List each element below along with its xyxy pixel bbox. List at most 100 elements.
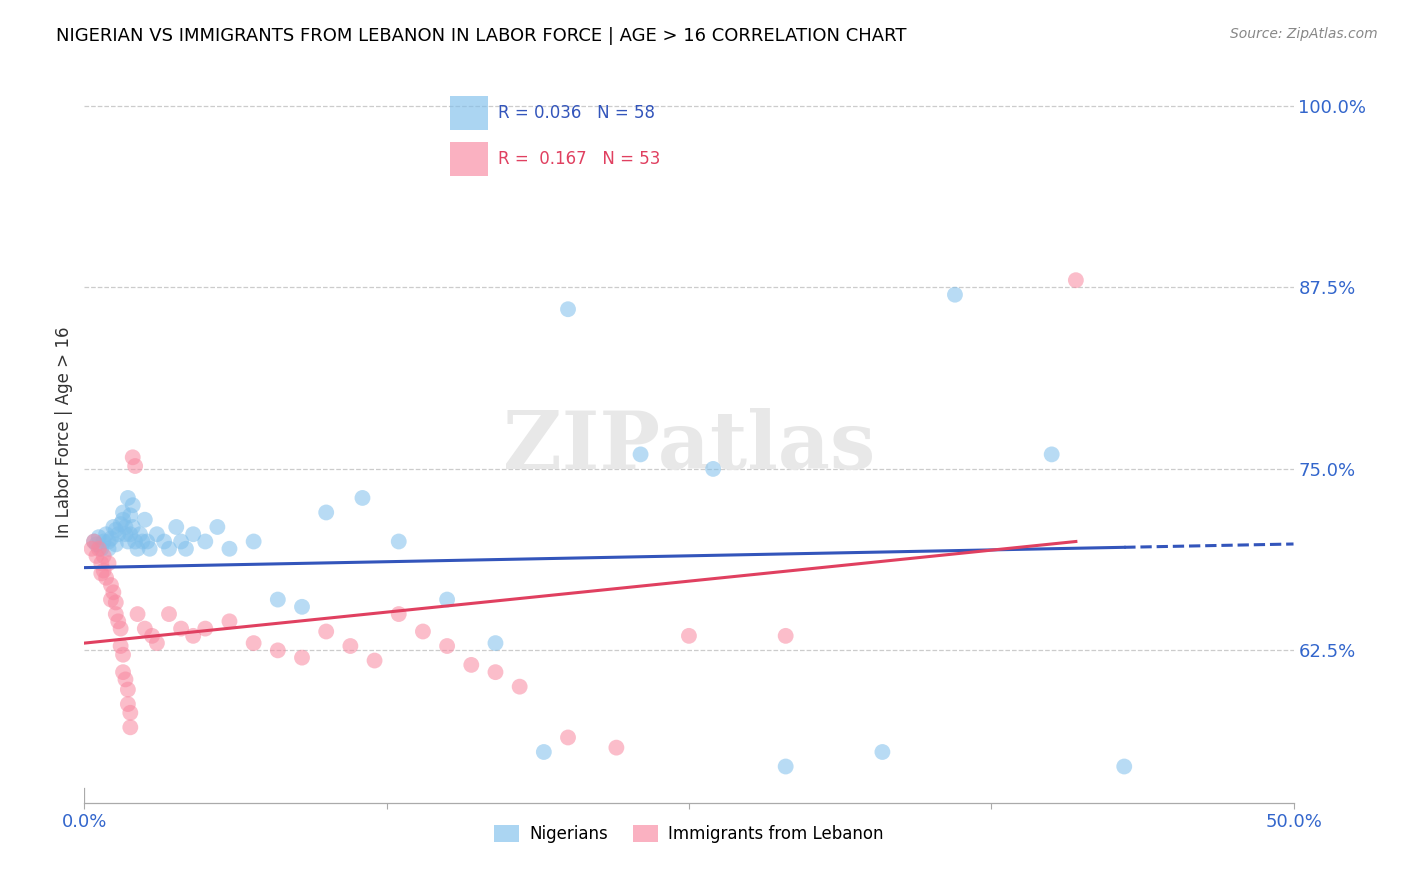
Point [120, 527, 142, 541]
Point [339, 639, 361, 653]
Point [678, 629, 700, 643]
Point [134, 622, 156, 636]
Point [170, 534, 193, 549]
Point [124, 534, 146, 549]
Point [484, 636, 506, 650]
Point [267, 592, 290, 607]
Point [121, 520, 143, 534]
Point [775, 629, 797, 643]
Point [146, 527, 169, 541]
Point [134, 513, 156, 527]
Point [86, 549, 108, 563]
Point [153, 534, 176, 549]
Point [107, 527, 129, 541]
Point [112, 648, 135, 662]
Point [107, 615, 129, 629]
Point [291, 599, 314, 614]
Point [114, 527, 136, 541]
Point [97, 556, 120, 570]
Point [315, 506, 337, 520]
Point [90, 556, 112, 570]
Point [94, 527, 117, 541]
Point [103, 520, 125, 534]
Point [218, 615, 240, 629]
Point [117, 697, 139, 711]
Point [93, 564, 115, 578]
Point [93, 534, 115, 549]
Point [104, 537, 127, 551]
Point [104, 607, 127, 621]
Point [509, 680, 531, 694]
Point [352, 491, 374, 505]
Point [460, 657, 482, 672]
Point [605, 740, 627, 755]
Point [110, 517, 132, 532]
Point [1114, 759, 1136, 773]
Point [557, 731, 579, 745]
Point [436, 639, 458, 653]
Point [131, 534, 153, 549]
Point [83, 534, 105, 549]
Point [181, 527, 204, 541]
Point [242, 636, 264, 650]
Point [110, 639, 132, 653]
Point [86, 537, 108, 551]
Point [267, 643, 290, 657]
Point [117, 491, 139, 505]
Point [315, 624, 337, 639]
Point [484, 665, 506, 680]
Point [207, 520, 229, 534]
Point [129, 527, 152, 541]
Point [83, 534, 105, 549]
Point [120, 508, 142, 523]
Y-axis label: In Labor Force | Age > 16: In Labor Force | Age > 16 [55, 326, 73, 539]
Point [100, 532, 122, 546]
Point [165, 520, 187, 534]
Point [100, 578, 122, 592]
Text: Source: ZipAtlas.com: Source: ZipAtlas.com [1230, 27, 1378, 41]
Point [87, 530, 110, 544]
Point [557, 302, 579, 317]
Point [943, 287, 966, 301]
Point [146, 636, 169, 650]
Point [110, 622, 132, 636]
Point [141, 629, 163, 643]
Point [112, 513, 135, 527]
Point [80, 541, 103, 556]
Point [100, 592, 122, 607]
Point [114, 673, 136, 687]
Point [103, 585, 125, 599]
Point [114, 520, 136, 534]
Point [702, 462, 724, 476]
Point [117, 682, 139, 697]
Point [127, 541, 149, 556]
Point [1040, 447, 1063, 461]
Point [97, 541, 120, 556]
Point [120, 720, 142, 734]
Legend: Nigerians, Immigrants from Lebanon: Nigerians, Immigrants from Lebanon [488, 819, 890, 850]
Text: ZIPatlas: ZIPatlas [503, 409, 875, 486]
Point [1064, 273, 1087, 287]
Point [138, 541, 160, 556]
Point [174, 541, 197, 556]
Point [242, 534, 264, 549]
Point [157, 541, 180, 556]
Point [87, 541, 110, 556]
Text: NIGERIAN VS IMMIGRANTS FROM LEBANON IN LABOR FORCE | AGE > 16 CORRELATION CHART: NIGERIAN VS IMMIGRANTS FROM LEBANON IN L… [56, 27, 907, 45]
Point [124, 458, 146, 473]
Point [181, 629, 204, 643]
Point [90, 541, 112, 556]
Point [194, 534, 217, 549]
Point [872, 745, 894, 759]
Point [104, 523, 127, 537]
Point [775, 759, 797, 773]
Point [157, 607, 180, 621]
Point [94, 571, 117, 585]
Point [121, 450, 143, 465]
Point [388, 607, 411, 621]
Point [112, 506, 135, 520]
Point [194, 622, 217, 636]
Point [291, 650, 314, 665]
Point [90, 566, 112, 581]
Point [112, 665, 135, 680]
